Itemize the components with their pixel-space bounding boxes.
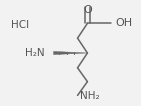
Text: NH₂: NH₂ [80,91,100,101]
Text: OH: OH [115,18,132,28]
Text: H₂N: H₂N [25,48,44,58]
Text: HCl: HCl [11,20,29,30]
Text: O: O [83,5,92,15]
Polygon shape [54,51,87,55]
